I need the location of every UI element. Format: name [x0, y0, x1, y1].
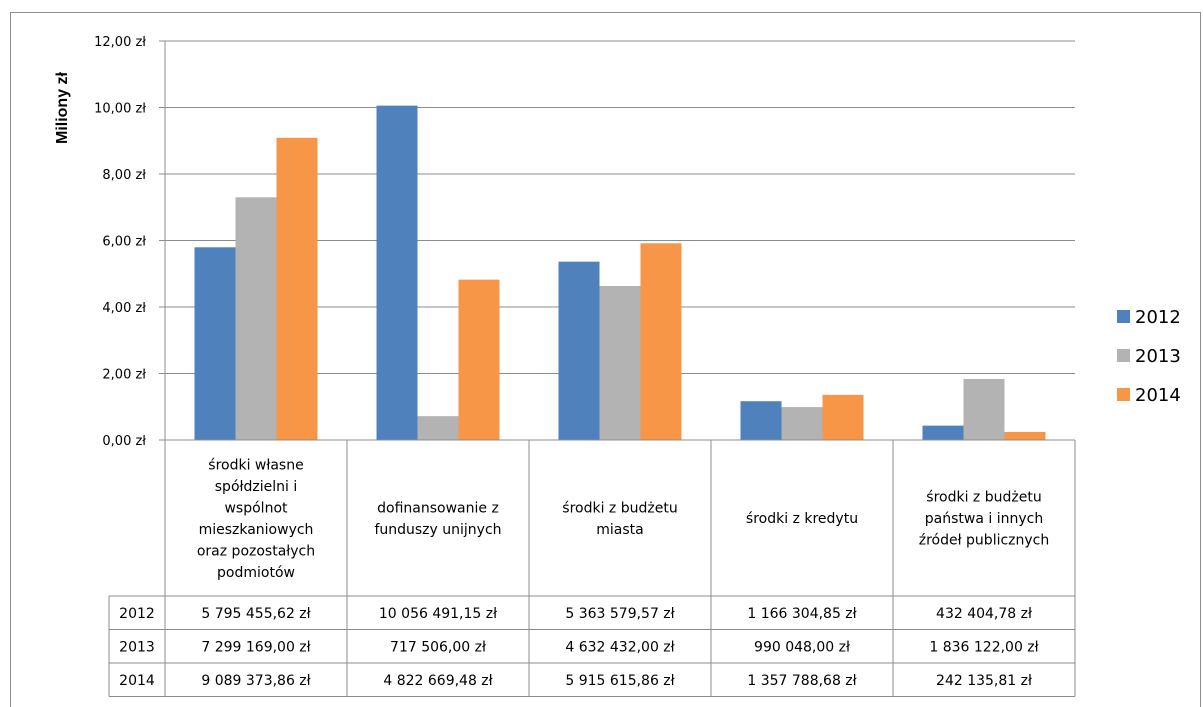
table-cell: 1 836 122,00 zł	[929, 639, 1038, 655]
bar-2012-3	[740, 401, 782, 440]
table-cell: 5 363 579,57 zł	[565, 606, 674, 622]
table-cell: 5 795 455,62 zł	[201, 606, 310, 622]
legend-swatch	[1117, 349, 1130, 362]
category-label: środki z budżetu państwa i innych źródeł p…	[919, 490, 1050, 549]
legend-label: 2013	[1135, 346, 1181, 367]
bar-2013-0	[235, 197, 277, 440]
bar-2014-1	[458, 279, 500, 440]
table-cell: 242 135,81 zł	[936, 673, 1032, 689]
table-cell: 432 404,78 zł	[936, 606, 1032, 622]
legend-label: 2014	[1135, 385, 1181, 406]
category-label: środki z budżetu miasta	[562, 500, 677, 538]
table-cell: 5 915 615,86 zł	[565, 673, 674, 689]
table-cell: 7 299 169,00 zł	[201, 639, 310, 655]
y-axis-label: Miliony zł	[54, 71, 71, 144]
y-tick-label: 4,00 zł	[102, 301, 146, 316]
table-cell: 990 048,00 zł	[754, 639, 850, 655]
legend: 2012 2013 2014	[1117, 307, 1181, 406]
y-tick-label: 6,00 zł	[102, 235, 146, 250]
bar-2012-2	[558, 261, 600, 440]
bar-2014-4	[1004, 431, 1046, 440]
table-cell: 4 632 432,00 zł	[565, 639, 674, 655]
y-tick-label: 10,00 zł	[94, 102, 146, 117]
table-cell: 10 056 491,15 zł	[379, 606, 497, 622]
table-row-header: 2013	[119, 639, 155, 655]
table-cell: 9 089 373,86 zł	[201, 673, 310, 689]
category-label: środki z kredytu	[746, 511, 858, 527]
table-row-header: 2014	[119, 673, 155, 689]
bar-2012-0	[194, 247, 236, 440]
bar-2013-4	[963, 378, 1005, 440]
table-cell: 1 166 304,85 zł	[747, 606, 856, 622]
bar-2012-1	[376, 105, 418, 440]
table-cell: 717 506,00 zł	[390, 639, 486, 655]
bar-2014-3	[822, 394, 864, 440]
table-cell: 1 357 788,68 zł	[747, 673, 856, 689]
bar-2014-0	[276, 137, 318, 440]
legend-swatch	[1117, 388, 1130, 401]
bar-2014-2	[640, 243, 682, 440]
y-tick-label: 0,00 zł	[102, 434, 146, 449]
y-tick-label: 2,00 zł	[102, 368, 146, 383]
legend-label: 2012	[1135, 307, 1181, 328]
data-table: środki własne spółdzielni i wspólnot mieszk…	[108, 439, 1076, 697]
y-tick-label: 8,00 zł	[102, 168, 146, 183]
bar-2013-3	[781, 407, 823, 440]
category-label: dofinansowanie z funduszy unijnych	[374, 500, 501, 538]
bars	[194, 105, 1046, 440]
bar-2013-1	[417, 416, 459, 440]
bar-2013-2	[599, 285, 641, 440]
table-cell: 4 822 669,48 zł	[383, 673, 492, 689]
bar-2012-4	[922, 425, 964, 440]
y-tick-label: 12,00 zł	[94, 35, 146, 50]
table-row-header: 2012	[119, 606, 155, 622]
y-axis: 0,00 zł 2,00 zł 4,00 zł 6,00 zł 8,00 zł 10,00…	[94, 35, 166, 449]
legend-swatch	[1117, 310, 1130, 323]
category-label: środki własne spółdzielni i wspólnot mieszk…	[197, 457, 315, 581]
